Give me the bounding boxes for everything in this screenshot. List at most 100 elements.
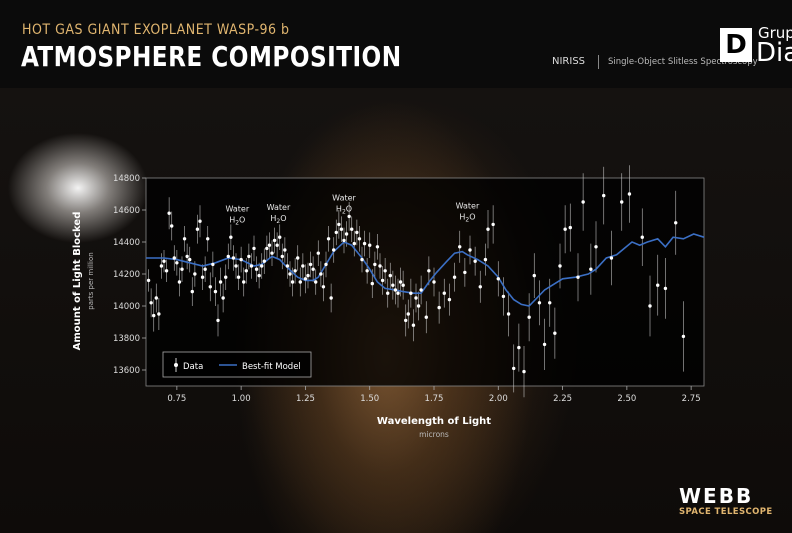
data-point bbox=[229, 235, 233, 239]
data-point bbox=[265, 246, 269, 251]
data-point bbox=[517, 345, 521, 350]
data-point bbox=[283, 248, 287, 252]
data-point bbox=[185, 254, 189, 259]
data-point bbox=[674, 221, 678, 225]
data-point bbox=[236, 275, 241, 279]
data-point bbox=[275, 243, 279, 247]
data-point bbox=[386, 291, 390, 295]
data-point bbox=[334, 230, 338, 235]
x-axis-label: Wavelength of Light bbox=[377, 416, 491, 427]
data-point bbox=[242, 280, 246, 284]
annotation-line1: Water bbox=[456, 201, 480, 210]
annotation-formula-sub: 2 bbox=[465, 216, 469, 223]
data-point bbox=[532, 273, 536, 278]
data-point bbox=[383, 269, 387, 273]
data-point bbox=[180, 267, 184, 271]
data-point bbox=[329, 296, 333, 300]
legend-model-label: Best-fit Model bbox=[242, 362, 301, 372]
data-point bbox=[656, 283, 660, 287]
x-tick-label: 1.75 bbox=[425, 394, 444, 404]
data-point bbox=[447, 297, 452, 302]
data-point bbox=[244, 269, 248, 273]
data-point bbox=[149, 301, 153, 305]
data-point bbox=[512, 366, 516, 371]
data-point bbox=[416, 304, 421, 308]
water-annotation: Water H2O bbox=[332, 193, 356, 215]
data-point bbox=[378, 264, 382, 268]
data-point bbox=[172, 256, 176, 260]
data-point bbox=[324, 262, 328, 267]
data-point bbox=[568, 225, 572, 230]
data-point bbox=[404, 318, 408, 323]
data-point bbox=[648, 304, 652, 308]
webb-logo: WEBB SPACE TELESCOPE bbox=[672, 484, 782, 520]
water-annotation: Water H2O bbox=[225, 205, 249, 227]
y-axis-unit: parts per million bbox=[87, 252, 95, 309]
data-point bbox=[260, 264, 264, 268]
data-point bbox=[357, 237, 362, 241]
data-point bbox=[177, 280, 182, 284]
data-point bbox=[198, 219, 202, 223]
watermark-text-bottom: Dia bbox=[756, 38, 792, 68]
x-tick-label: 2.75 bbox=[682, 394, 701, 404]
data-point bbox=[280, 254, 284, 259]
legend-data-marker bbox=[174, 363, 178, 367]
data-point bbox=[252, 246, 256, 251]
annotation-formula-end: O bbox=[469, 212, 475, 221]
annotation-formula-main: H bbox=[270, 214, 276, 223]
data-point bbox=[553, 331, 557, 335]
data-point bbox=[221, 296, 225, 300]
data-point bbox=[270, 251, 274, 255]
data-point bbox=[640, 235, 644, 239]
y-tick-label: 14000 bbox=[113, 302, 140, 312]
water-annotation: Water H2O bbox=[267, 203, 291, 225]
data-point bbox=[373, 262, 377, 267]
data-point bbox=[537, 301, 542, 305]
data-point bbox=[506, 312, 511, 316]
data-point bbox=[224, 275, 228, 279]
data-point bbox=[370, 281, 374, 286]
data-point bbox=[213, 289, 218, 294]
data-point bbox=[290, 280, 295, 284]
data-point bbox=[206, 237, 210, 241]
data-point bbox=[468, 248, 472, 252]
data-point bbox=[576, 275, 580, 279]
data-point bbox=[332, 248, 336, 252]
data-point bbox=[609, 256, 614, 260]
annotation-formula-sub: 2 bbox=[276, 218, 280, 225]
water-annotation: Water H2O bbox=[456, 201, 480, 223]
data-point bbox=[437, 305, 441, 310]
data-point bbox=[164, 269, 169, 273]
x-tick-label: 0.75 bbox=[167, 394, 186, 404]
data-point bbox=[301, 264, 305, 268]
data-point bbox=[527, 315, 531, 319]
page-title: ATMOSPHERE COMPOSITION bbox=[21, 40, 402, 73]
annotation-formula: H2O bbox=[459, 212, 475, 223]
technique-label: Single-Object Slitless Spectroscopy bbox=[608, 57, 758, 67]
legend: Data Best-fit Model bbox=[162, 351, 312, 378]
data-point bbox=[620, 200, 624, 204]
data-point bbox=[288, 272, 292, 276]
data-point bbox=[347, 214, 351, 219]
data-point bbox=[319, 272, 323, 276]
data-point bbox=[368, 243, 372, 247]
data-point bbox=[157, 312, 161, 316]
annotation-formula: H2O bbox=[336, 204, 352, 215]
data-point bbox=[432, 280, 436, 284]
y-axis-label: Amount of Light Blocked bbox=[72, 212, 83, 351]
data-point bbox=[188, 257, 192, 262]
data-point bbox=[581, 200, 585, 204]
data-point bbox=[491, 222, 495, 227]
data-point bbox=[365, 269, 369, 273]
data-point bbox=[594, 245, 598, 249]
data-point bbox=[483, 257, 488, 262]
data-point bbox=[262, 259, 266, 263]
data-point bbox=[231, 256, 236, 260]
data-point bbox=[473, 259, 477, 263]
y-tick-label: 13800 bbox=[113, 334, 140, 344]
data-point bbox=[321, 285, 326, 289]
data-point bbox=[285, 264, 290, 268]
annotation-formula-main: H bbox=[336, 204, 342, 213]
y-tick-label: 14400 bbox=[113, 238, 140, 248]
